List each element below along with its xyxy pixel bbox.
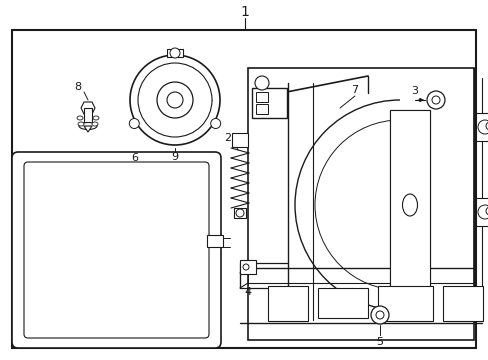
Text: 8: 8	[74, 82, 81, 92]
Circle shape	[370, 306, 388, 324]
Bar	[12, 30, 475, 348]
Circle shape	[130, 55, 220, 145]
Bar	[234, 208, 245, 218]
Circle shape	[477, 120, 488, 134]
Circle shape	[375, 311, 383, 319]
Bar	[247, 68, 473, 340]
Bar	[389, 110, 429, 300]
Circle shape	[157, 82, 193, 118]
Text: 3: 3	[411, 86, 418, 96]
Bar	[240, 260, 256, 274]
Bar	[167, 49, 183, 57]
Circle shape	[170, 48, 180, 58]
Circle shape	[129, 118, 139, 129]
Text: 7: 7	[351, 85, 358, 95]
Bar	[377, 286, 432, 321]
Polygon shape	[81, 102, 95, 114]
Ellipse shape	[79, 122, 97, 130]
Circle shape	[485, 122, 488, 130]
Circle shape	[210, 118, 220, 129]
Polygon shape	[84, 126, 92, 132]
Circle shape	[431, 96, 439, 104]
Circle shape	[243, 264, 248, 270]
Text: 9: 9	[171, 152, 178, 162]
Bar	[267, 286, 307, 321]
Bar	[206, 235, 223, 247]
Bar	[256, 104, 267, 114]
Text: 5: 5	[376, 337, 383, 347]
Circle shape	[167, 92, 183, 108]
Bar	[256, 92, 267, 102]
Circle shape	[485, 207, 488, 215]
Bar	[475, 113, 488, 141]
FancyBboxPatch shape	[12, 152, 221, 348]
Text: 4: 4	[244, 287, 251, 297]
Text: 1: 1	[240, 5, 249, 19]
Bar	[84, 108, 92, 126]
Bar	[317, 288, 367, 318]
Bar	[442, 286, 482, 321]
Ellipse shape	[92, 122, 98, 126]
Ellipse shape	[77, 116, 83, 120]
Circle shape	[138, 63, 212, 137]
Ellipse shape	[402, 194, 417, 216]
Bar	[231, 133, 247, 147]
Text: 6: 6	[131, 153, 138, 163]
FancyBboxPatch shape	[24, 162, 208, 338]
Ellipse shape	[93, 116, 99, 120]
Ellipse shape	[78, 122, 84, 126]
Circle shape	[254, 76, 268, 90]
Bar	[251, 88, 286, 118]
Bar	[475, 198, 488, 226]
Circle shape	[426, 91, 444, 109]
Text: 2: 2	[224, 133, 231, 143]
Circle shape	[477, 205, 488, 219]
Circle shape	[236, 209, 244, 217]
